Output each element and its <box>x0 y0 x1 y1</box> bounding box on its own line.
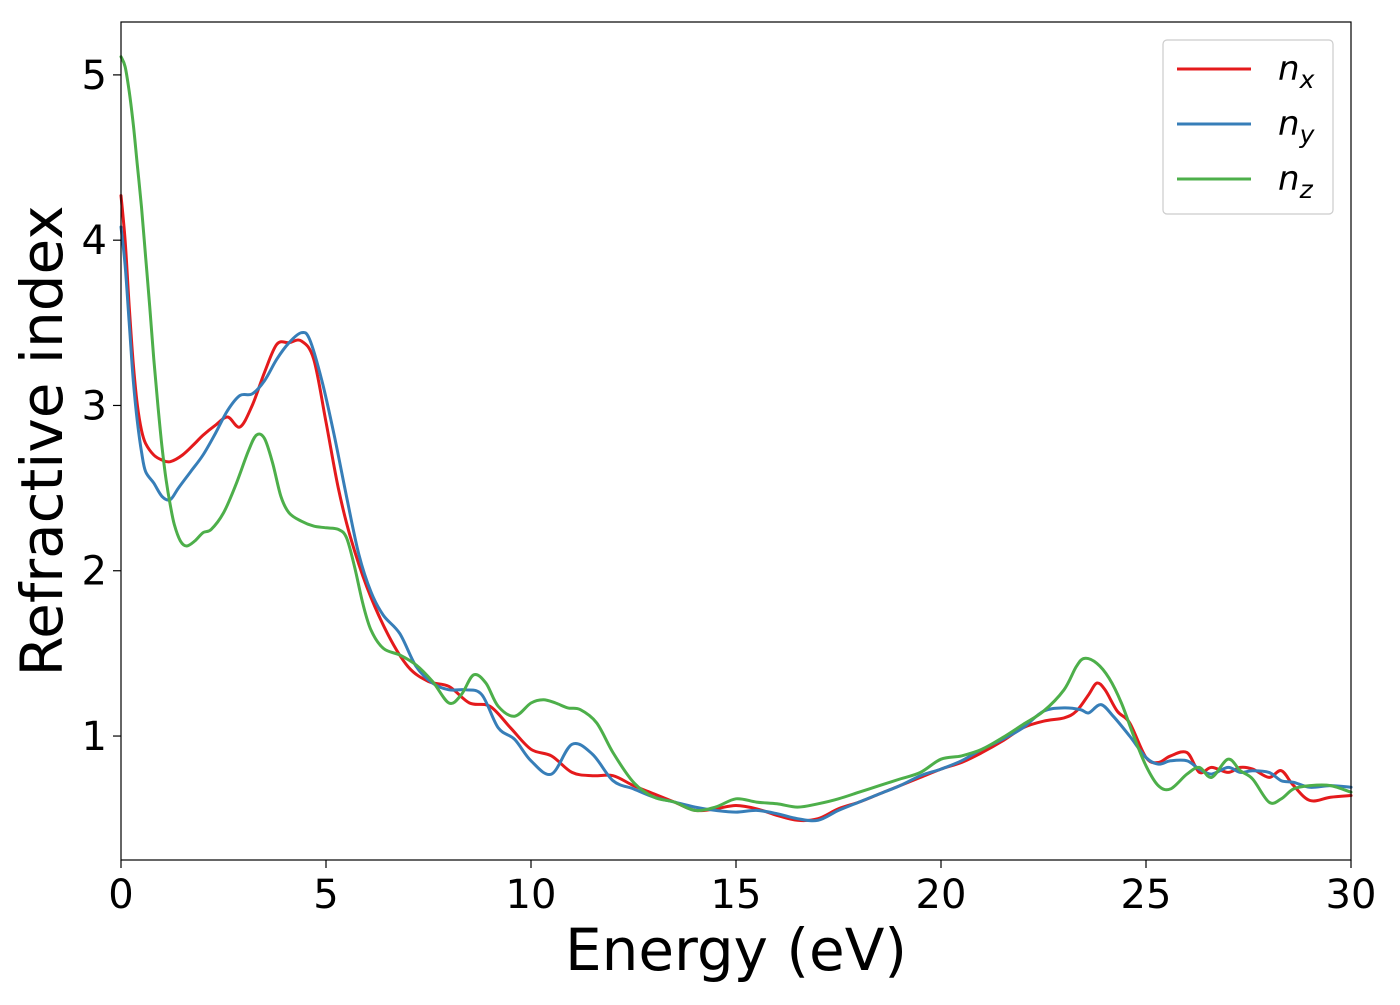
y-ticks: 1 2 3 4 5 <box>82 53 121 760</box>
x-tick-label: 0 <box>108 872 133 918</box>
legend-label-nz: nz <box>1278 159 1314 204</box>
series-line-nz <box>119 55 1353 813</box>
x-tick-label: 30 <box>1326 872 1377 918</box>
x-tick-label: 15 <box>711 872 762 918</box>
y-tick-label: 3 <box>82 383 107 429</box>
x-tick-label: 20 <box>916 872 967 918</box>
y-axis-label: Refractive index <box>8 205 76 676</box>
y-tick-label: 2 <box>82 549 107 595</box>
series-layer <box>119 55 1353 823</box>
legend-label-nx: nx <box>1278 49 1315 94</box>
legend-label-ny: ny <box>1278 104 1316 149</box>
y-tick-label: 5 <box>82 53 107 99</box>
y-tick-label: 4 <box>82 218 107 264</box>
legend-frame <box>1162 39 1334 215</box>
y-tick-label: 1 <box>82 714 107 760</box>
x-ticks: 0 5 10 15 20 25 30 <box>108 860 1376 918</box>
x-tick-label: 5 <box>313 872 338 918</box>
x-tick-label: 10 <box>506 872 557 918</box>
series-line-ny <box>119 225 1353 823</box>
x-axis-label: Energy (eV) <box>565 916 907 984</box>
legend: nx ny nz <box>1162 39 1334 215</box>
x-tick-label: 25 <box>1121 872 1172 918</box>
plot-background <box>121 22 1351 860</box>
